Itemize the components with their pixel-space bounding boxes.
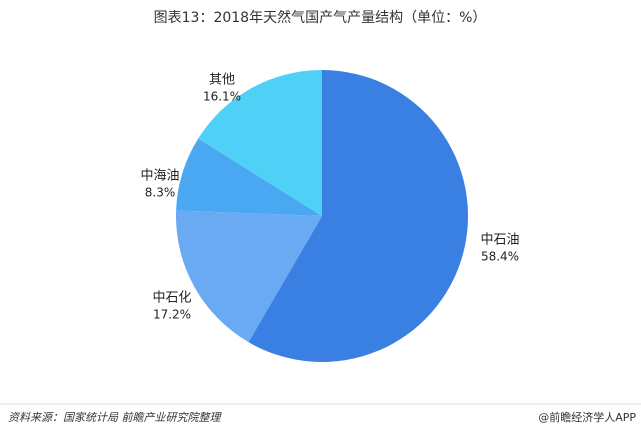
slice-label: 中石化	[152, 291, 191, 306]
value-label: 17.2%	[153, 308, 191, 322]
pie-slice	[176, 138, 322, 216]
value-label: 58.4%	[481, 250, 519, 264]
slice-label: 其他	[209, 73, 235, 88]
pie-slice	[198, 70, 322, 216]
source: 资料来源：国家统计局 前瞻产业研究院整理	[8, 411, 222, 424]
pie-slice	[248, 70, 469, 362]
slice-label: 中石油	[480, 233, 519, 248]
slice-label: 中海油	[140, 169, 179, 184]
chart-title: 图表13：2018年天然气国产气产量结构（单位：%）	[154, 9, 487, 26]
credit: @前瞻经济学人APP	[538, 410, 636, 424]
value-label: 8.3%	[145, 186, 176, 200]
value-label: 16.1%	[203, 90, 241, 104]
pie-slice	[176, 210, 322, 343]
